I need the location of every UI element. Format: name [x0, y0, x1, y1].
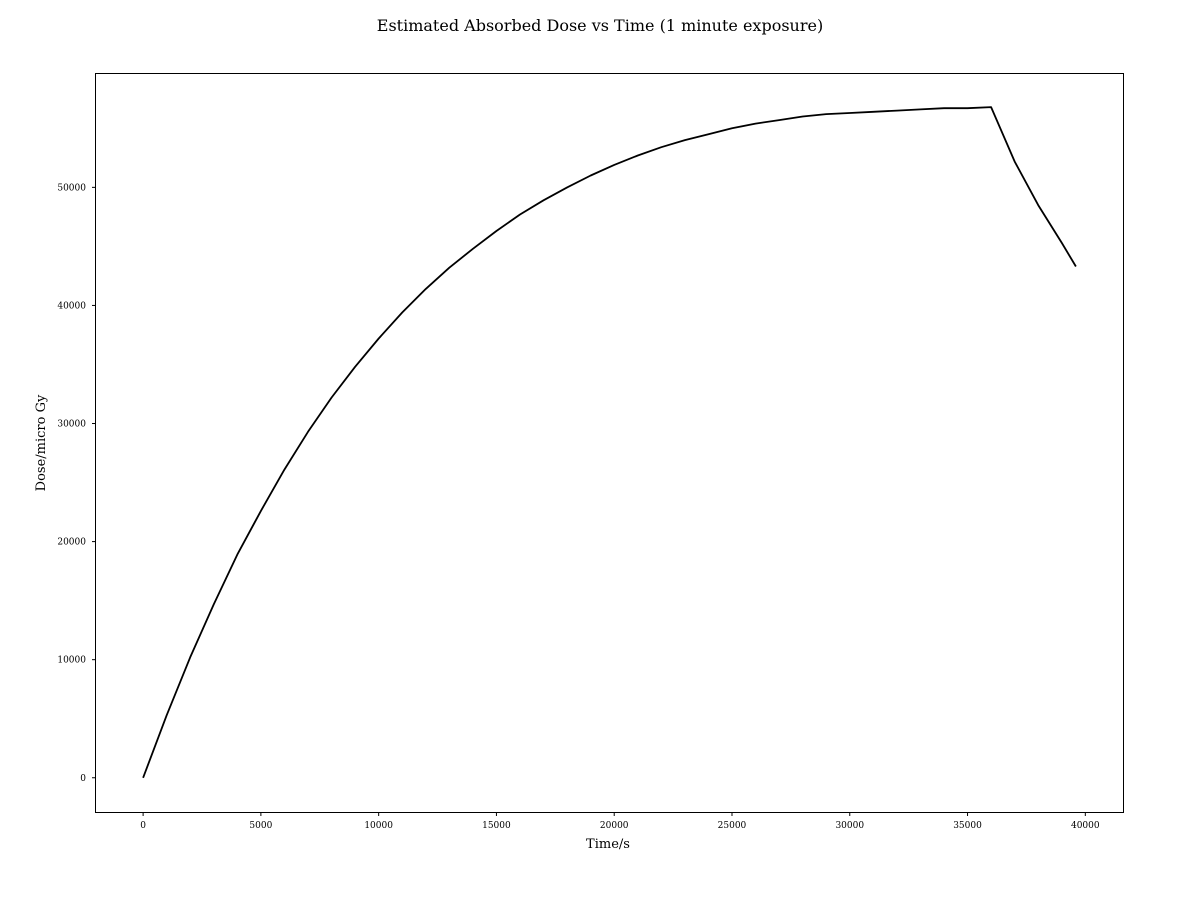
x-axis: 0 5000 10000 15000 20000 25000 30000 35000 40000: [140, 812, 1100, 831]
series-layer: [142, 106, 1077, 779]
x-tick-label: 0: [140, 821, 146, 831]
x-tick-label: 10000: [364, 821, 393, 831]
x-tick-label: 15000: [482, 821, 511, 831]
chart-title: Estimated Absorbed Dose vs Time (1 minut…: [377, 16, 823, 35]
y-axis-label: Dose/micro Gy: [34, 394, 49, 491]
x-axis-label: Time/s: [586, 837, 630, 852]
y-tick-label: 10000: [57, 656, 86, 666]
series-line-0: [142, 106, 1077, 779]
y-tick-label: 30000: [57, 420, 86, 430]
y-axis: 0 10000 20000 30000 40000 50000: [57, 183, 96, 784]
x-tick-label: 20000: [600, 821, 629, 831]
x-tick-label: 40000: [1071, 821, 1100, 831]
y-tick-label: 0: [80, 774, 86, 784]
x-tick-label: 25000: [718, 821, 747, 831]
plot-frame: [95, 73, 1124, 813]
x-tick-label: 35000: [953, 821, 982, 831]
x-tick-label: 5000: [249, 821, 272, 831]
y-tick-label: 50000: [57, 183, 86, 193]
y-tick-label: 40000: [57, 301, 86, 311]
y-tick-label: 20000: [57, 538, 86, 548]
x-tick-label: 30000: [835, 821, 864, 831]
